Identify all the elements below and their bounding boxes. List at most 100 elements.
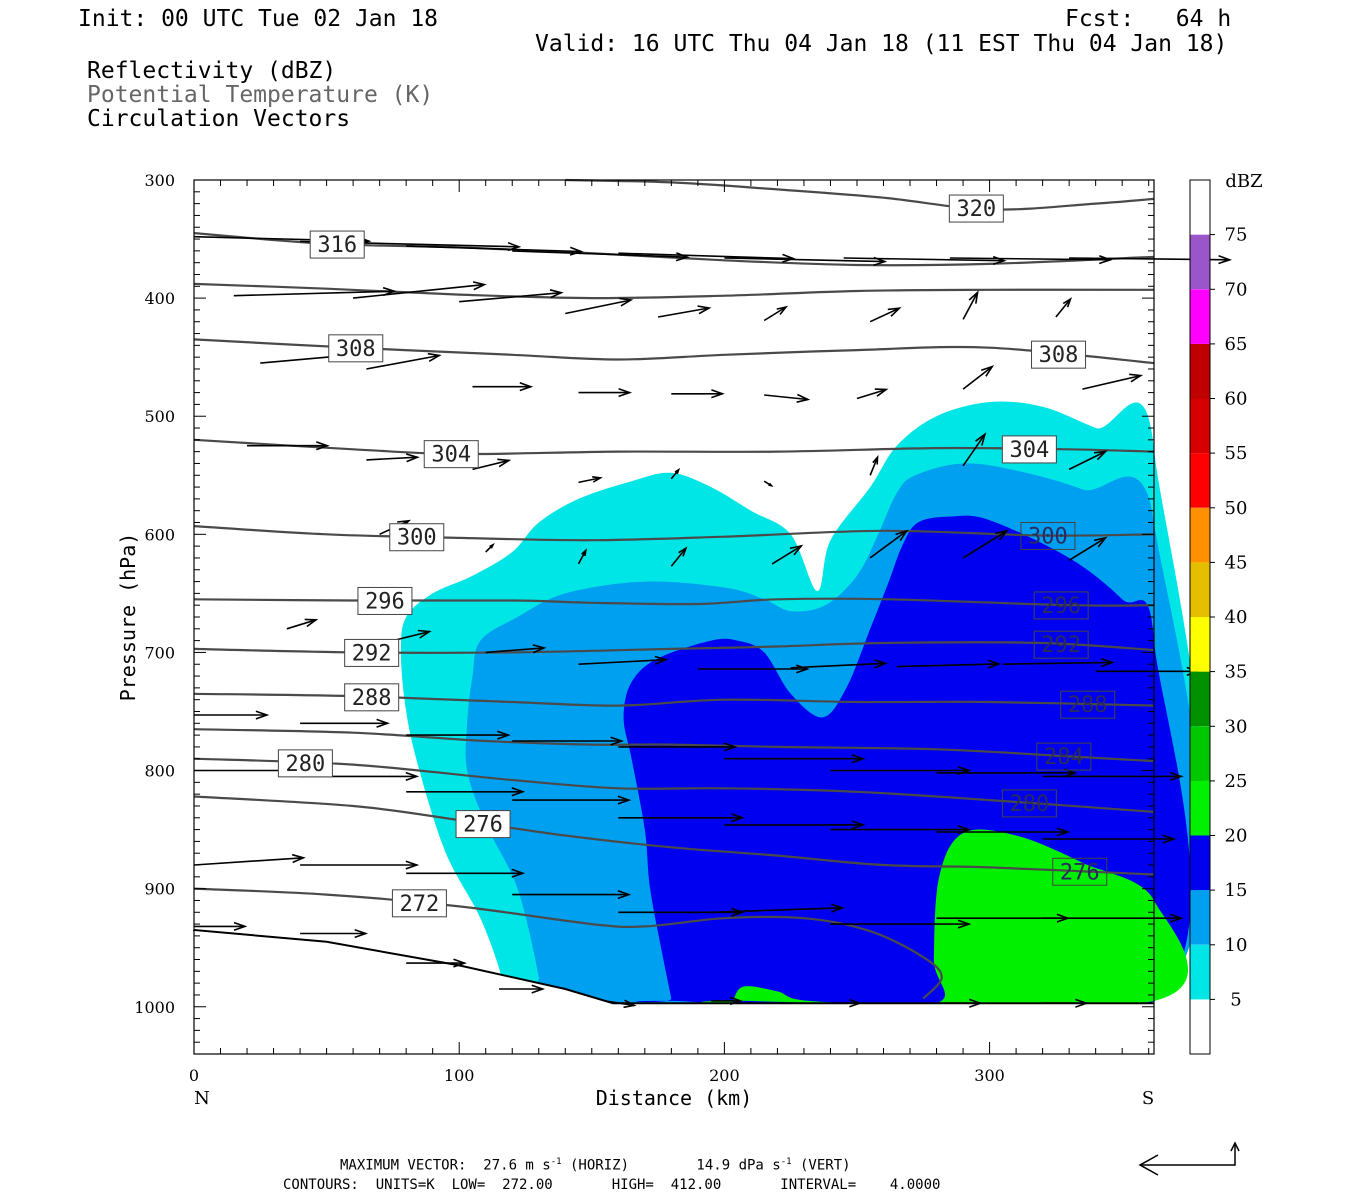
vector-shaft — [1068, 450, 1106, 471]
vector-arrow-46 — [485, 644, 547, 654]
contour-label-304-b: 304 — [1001, 435, 1057, 464]
valid-time: Valid: 16 UTC Thu 04 Jan 18 (11 EST Thu … — [535, 31, 1228, 57]
vector-shaft — [406, 245, 582, 253]
contour-label-text: 300 — [397, 526, 437, 551]
contour-label-276-b: 276 — [1052, 857, 1108, 886]
vector-arrow-76 — [711, 903, 845, 914]
y-tick-label: 900 — [144, 880, 175, 899]
vector-shaft — [577, 550, 587, 565]
vector-arrow-7 — [949, 255, 1113, 265]
contour-label-308-b: 308 — [1031, 340, 1087, 369]
contour-label-box — [1033, 630, 1089, 659]
vector-arrow-34 — [962, 432, 987, 467]
vector-arrow-22 — [671, 389, 725, 399]
vector-shaft — [618, 252, 794, 260]
vector-arrow-54 — [300, 718, 391, 728]
colorbar-label: 40 — [1225, 607, 1248, 628]
contour-label-text: 280 — [1009, 792, 1049, 817]
colorbar-label: 20 — [1225, 826, 1248, 847]
contour-label-text: 296 — [1041, 594, 1081, 619]
vector-arrow-32 — [763, 480, 774, 487]
vector-head — [674, 467, 681, 475]
vector-shaft — [771, 545, 802, 565]
colorbar-bin — [1190, 562, 1210, 617]
vector-arrow-28 — [366, 453, 420, 463]
vector-arrow-88 — [1042, 998, 1089, 1008]
vector-arrow-12 — [565, 297, 634, 315]
vector-head — [610, 736, 625, 746]
contour-272K — [193, 887, 943, 1000]
y-tick-label: 600 — [144, 525, 175, 544]
vector-arrow-87 — [936, 998, 983, 1008]
vector-shaft — [790, 662, 886, 669]
vector-arrow-74 — [512, 889, 632, 900]
vector-head — [995, 529, 1009, 541]
vector-arrow-44 — [286, 618, 319, 630]
axes: 0 100 200 300 N S Distance (km) 300 400 500 600 700… — [116, 171, 1155, 1110]
vector-head — [975, 432, 987, 446]
vector-head — [617, 889, 632, 900]
vector-arrow-21 — [578, 387, 633, 398]
contour-label-276: 276 — [455, 810, 511, 839]
colorbar-bin — [1190, 780, 1210, 836]
vector-head — [980, 365, 995, 377]
field-potential-temperature: Potential Temperature (K) — [87, 82, 434, 108]
x-tick-label: 100 — [444, 1066, 475, 1085]
contour-label-320: 320 — [948, 194, 1004, 223]
contour-label-272: 272 — [391, 889, 447, 918]
y-axis-label: Pressure (hPa) — [116, 533, 140, 702]
field-circulation-vectors: Circulation Vectors — [87, 106, 351, 132]
vector-head — [654, 655, 669, 665]
vector-shaft — [869, 530, 908, 559]
ref-vert-head — [1230, 1141, 1240, 1152]
contour-label-280-b: 280 — [1001, 789, 1057, 818]
colorbar: 5 10 15 20 25 30 35 40 45 50 55 60 65 70 75 dBZ — [1189, 171, 1263, 1055]
contour-284K — [193, 728, 1155, 763]
colorbar-bin — [1190, 289, 1210, 344]
colorbar-label: 5 — [1230, 989, 1241, 1010]
vector-arrow-16 — [962, 290, 979, 320]
contour-label-text: 284 — [1044, 745, 1084, 770]
vector-head — [519, 382, 534, 392]
vector-arrow-73 — [406, 868, 526, 878]
vector-shaft — [565, 299, 632, 315]
vector-arrow-37 — [485, 543, 495, 553]
vector-shaft — [578, 477, 601, 484]
ref-horiz-head — [1138, 1154, 1159, 1176]
vector-arrow-11 — [459, 289, 564, 303]
contour-label-box — [423, 440, 479, 469]
vector-head — [376, 718, 391, 728]
x-tick-label: 300 — [974, 1066, 1005, 1085]
vector-head — [417, 629, 432, 639]
contour-label-text: 304 — [1009, 438, 1049, 463]
contour-label-296: 296 — [357, 586, 413, 615]
vector-head — [987, 659, 1002, 669]
vector-head — [697, 305, 712, 315]
contour-labels: 320 316 308 308 304 304 300 300 296 296 292 292 288 2… — [277, 194, 1116, 918]
max-vector-horiz: (HORIZ) 14.9 dPa s — [561, 1157, 781, 1174]
vector-head — [1075, 998, 1089, 1008]
vector-head — [851, 820, 866, 830]
vector-shaft — [512, 250, 688, 258]
colorbar-bin — [1190, 890, 1210, 945]
vector-shaft — [949, 257, 1111, 261]
contour-label-308: 308 — [328, 334, 384, 363]
contour-label-box — [1036, 742, 1092, 771]
x-right-end-label: S — [1142, 1088, 1154, 1109]
contour-label-288-b: 288 — [1060, 690, 1116, 719]
vector-arrow-81 — [300, 928, 369, 939]
contour-label-text: 292 — [1041, 633, 1081, 658]
vector-shaft — [962, 530, 1008, 559]
vector-head — [291, 853, 306, 864]
vector-arrow-24 — [856, 388, 889, 400]
vector-arrow-39 — [670, 546, 688, 567]
vector-head — [511, 787, 526, 797]
max-vector-unit-exponent-vert: -1 — [780, 1157, 792, 1167]
contour-312K — [193, 282, 1155, 300]
vector-head — [623, 999, 637, 1009]
vector-arrow-86 — [830, 998, 863, 1008]
contour-label-text: 296 — [365, 589, 405, 614]
y-tick-label: 700 — [144, 643, 175, 662]
colorbar-label: 75 — [1225, 225, 1248, 246]
vector-arrow-4 — [618, 252, 796, 263]
